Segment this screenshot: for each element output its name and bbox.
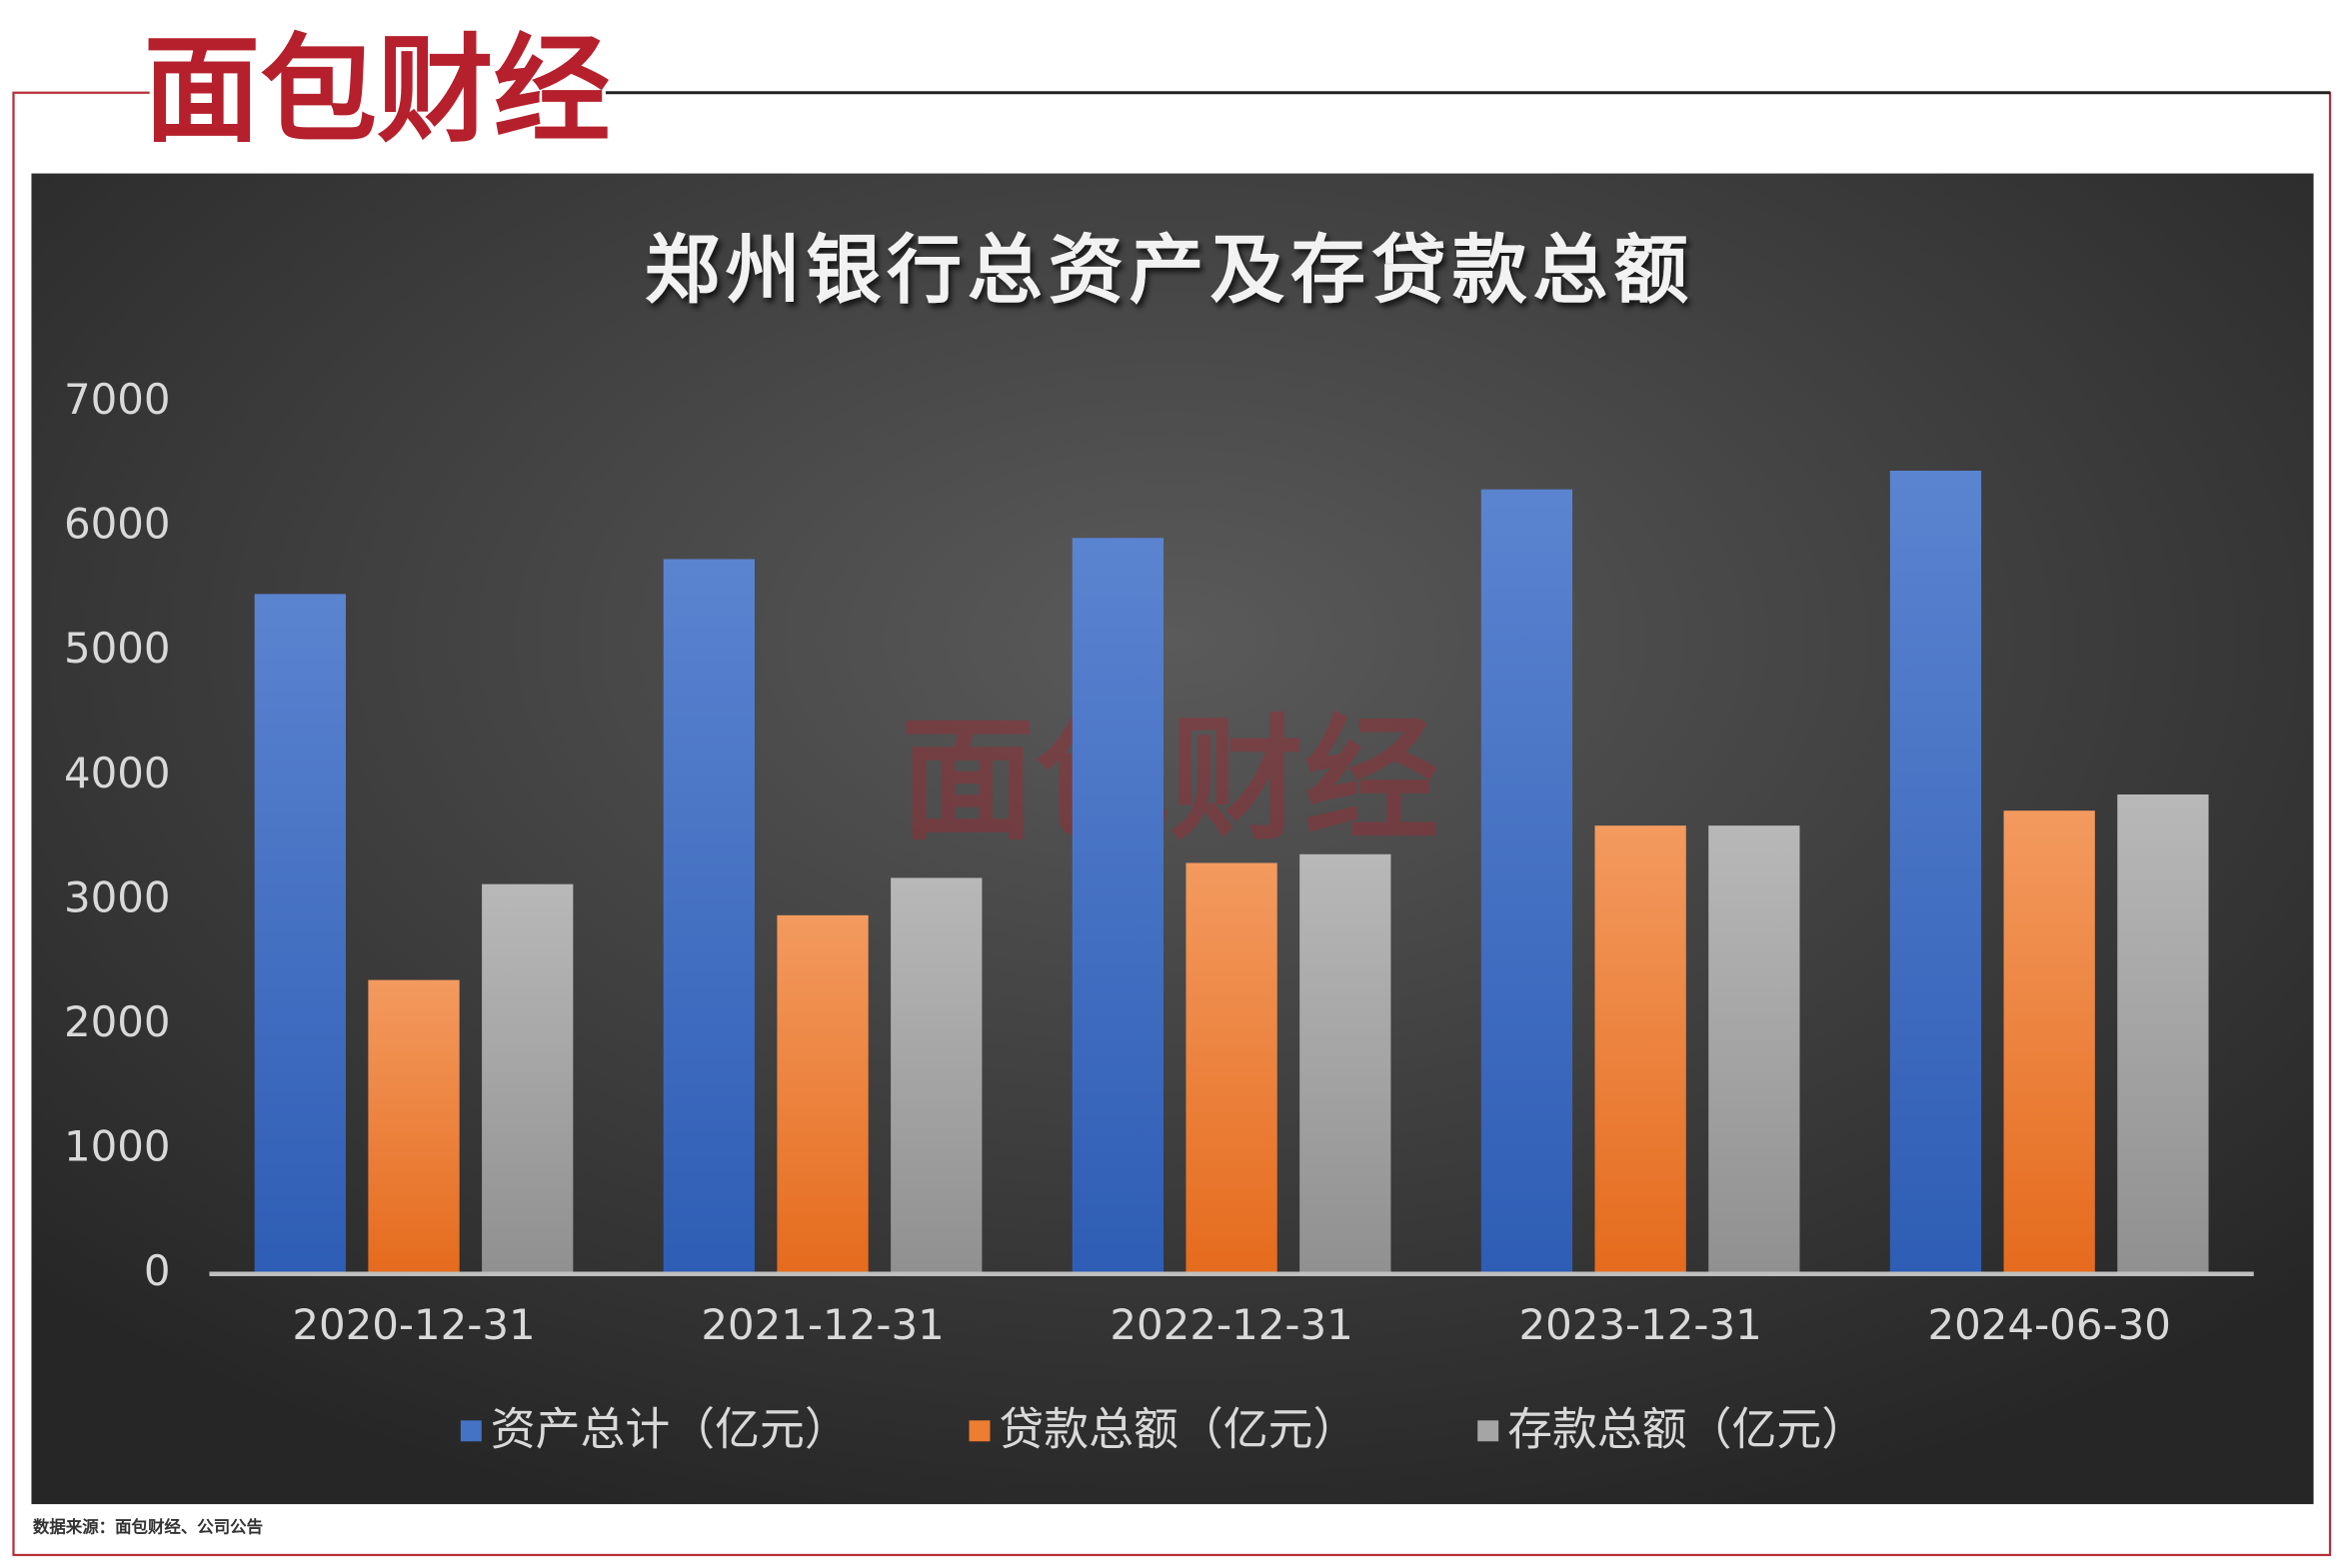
bar [2117,793,2209,1274]
chart-title: 郑州银行总资产及存贷款总额 [645,227,1694,314]
bar [368,979,460,1274]
bar [254,594,346,1274]
bar [891,877,983,1274]
bar [777,914,869,1274]
y-tick-label: 4000 [64,749,171,797]
bar [482,883,574,1274]
logo: 面包财经 [144,22,611,158]
legend-label: 贷款总额（亿元） [999,1402,1357,1455]
x-tick-label: 2024-06-30 [1928,1300,2171,1349]
y-tick-label: 6000 [64,500,171,549]
bar [1299,853,1391,1274]
bar [2003,810,2095,1274]
x-tick-label: 2023-12-31 [1518,1300,1761,1349]
y-tick-label: 1000 [64,1122,171,1171]
plot: 0 1000 2000 3000 4000 5000 6000 7000 2020-12-31 2… [64,375,2254,1455]
y-tick-label: 7000 [64,375,171,424]
y-tick-label: 2000 [64,997,171,1046]
bar [1708,825,1800,1274]
legend-label: 资产总计（亿元） [491,1402,850,1455]
bar [1072,538,1165,1274]
bar [1480,489,1573,1274]
x-tick-label: 2021-12-31 [701,1300,944,1349]
legend-swatch [969,1420,991,1442]
y-tick-label: 5000 [64,624,171,673]
legend-swatch [460,1420,482,1442]
x-tick-label: 2020-12-31 [292,1300,535,1349]
bar [1594,825,1686,1274]
bar [1185,862,1277,1274]
y-tick-label: 0 [144,1246,171,1295]
bar [1889,470,1982,1274]
legend-swatch [1477,1420,1499,1442]
watermark: 面包财经 [901,702,1439,858]
logo-bg [149,29,606,165]
y-tick-label: 3000 [64,872,171,921]
x-tick-label: 2022-12-31 [1110,1300,1352,1349]
source-note: 数据来源：面包财经、公司公告 [33,1518,263,1537]
legend-label: 存款总额（亿元） [1507,1402,1866,1455]
bar [663,559,755,1274]
